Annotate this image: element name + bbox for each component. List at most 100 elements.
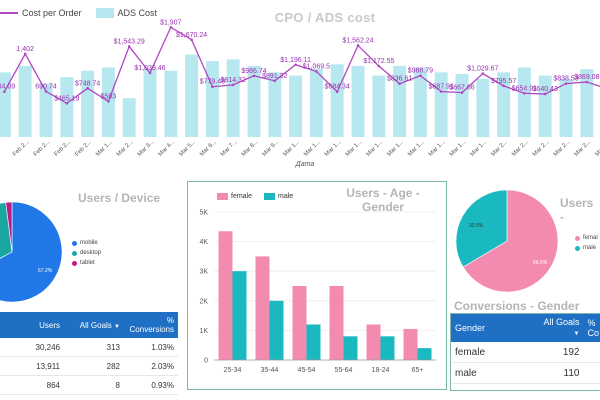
x-tick-label: 25-34 <box>224 367 242 374</box>
female-swatch <box>217 193 228 200</box>
male-dot-icon <box>575 245 580 251</box>
top-chart-title: CPO / ADS cost <box>274 10 376 25</box>
gender-cell: male <box>451 362 527 384</box>
x-tick-label: Mar 1... <box>345 139 364 158</box>
legend-mobile: mobile <box>72 238 101 248</box>
x-tick-label: Mar 1... <box>303 139 322 158</box>
table-row: 13,911 282 2.03% <box>0 356 178 376</box>
ads-cost-bar <box>226 59 240 137</box>
cpo-data-label: 690.74 <box>35 83 57 90</box>
conversions-header[interactable]: % Co <box>587 318 600 338</box>
goals-cell: 110 <box>526 362 584 384</box>
x-tick-label: Mar 1... <box>449 139 468 158</box>
female-dot-icon <box>575 235 580 241</box>
cpo-data-label: $1,196.11 <box>280 57 311 64</box>
legend-desktop: desktop <box>72 248 101 258</box>
x-tick-label: Mar 3... <box>137 139 156 158</box>
ads-cost-bar <box>247 65 261 137</box>
cpo-point <box>502 84 505 88</box>
ads-cost-bar <box>309 69 323 137</box>
goals-header[interactable]: All Goals ▼ <box>79 320 120 330</box>
cpo-data-label: $748.74 <box>75 80 100 87</box>
cpo-data-label: 684.09 <box>0 84 15 91</box>
x-tick-label: Mar 4... <box>158 139 177 158</box>
gender-pie-legend: femal male <box>575 233 598 253</box>
x-tick-label: 35-44 <box>261 367 279 374</box>
users-cell: 30,246 <box>0 338 64 357</box>
tablet-dot-icon <box>72 260 77 266</box>
male-bar <box>343 336 358 360</box>
cpo-point <box>377 64 381 68</box>
female-legend-label: female <box>231 193 253 200</box>
cpo-data-label: $687.91 <box>429 84 454 91</box>
device-pie-label: 67.2% <box>38 268 53 274</box>
conv-cell: 0.93% <box>124 375 178 395</box>
ads-cost-bar <box>143 69 157 137</box>
ads-legend-label: ADS Cost <box>117 8 158 18</box>
x-tick-label: Mar 2... <box>594 139 600 158</box>
users-header[interactable]: Users <box>39 320 60 330</box>
male-bar <box>380 336 395 360</box>
gender-header[interactable]: Gender <box>455 323 486 333</box>
cpo-data-label: $503 <box>101 93 117 100</box>
gender-cell: female <box>451 342 527 363</box>
legend-tablet: tablet <box>72 258 101 268</box>
cpo-point <box>231 83 235 87</box>
top-chart-legend: Cost per Order ADS Cost <box>0 6 157 20</box>
gender-table-card: Gender All Goals ▼ % Co female 192 male 1… <box>450 313 600 391</box>
cpo-legend-swatch <box>0 12 18 14</box>
female-pie-label: 66.5% <box>533 260 548 266</box>
y-tick-label: 2K <box>199 298 208 305</box>
users-cell: 864 <box>0 375 64 395</box>
cpo-point <box>294 63 297 67</box>
cpo-point <box>356 44 360 47</box>
mobile-dot-icon <box>72 240 77 246</box>
y-tick-label: 4K <box>199 239 208 246</box>
x-tick-label: Mar 2... <box>574 139 593 158</box>
ads-cost-bar <box>122 98 136 137</box>
cpo-point <box>86 87 89 90</box>
ads-cost-bar <box>455 73 469 137</box>
x-tick-label: Mar 5... <box>178 139 197 158</box>
male-bar <box>269 300 284 360</box>
x-tick-label: Feb 2... <box>74 139 93 158</box>
cpo-point <box>398 82 401 86</box>
ads-cost-bar <box>517 67 531 137</box>
x-tick-label: 55-64 <box>335 367 353 374</box>
cpo-point <box>523 91 526 95</box>
users-cell: 13,911 <box>0 356 64 376</box>
x-tick-label: Feb 2... <box>33 139 52 158</box>
cpo-data-label: $814.32 <box>221 77 246 84</box>
x-tick-label: Mar 2... <box>511 139 530 158</box>
table-row: male 110 <box>451 362 600 384</box>
goals-header[interactable]: All Goals ▼ <box>543 317 580 337</box>
gender-section-title: Users - <box>560 196 594 224</box>
ads-cost-bar <box>351 65 365 137</box>
cpo-point <box>543 92 547 96</box>
conv-cell: 2.03% <box>124 356 178 376</box>
ads-cost-bar <box>39 83 53 137</box>
device-pie-legend: mobile desktop tablet <box>72 238 101 268</box>
cpo-data-label: $1,029.67 <box>467 66 498 73</box>
conversions-gender-title: Conversions - Gender <box>454 299 580 313</box>
ads-cost-bar <box>289 75 303 137</box>
conversions-header[interactable]: % Conversions <box>129 316 174 334</box>
ads-cost-bar <box>580 69 594 137</box>
cpo-point <box>460 91 464 94</box>
female-bar <box>403 328 418 360</box>
goals-cell: 8 <box>64 375 124 395</box>
sort-down-icon: ▼ <box>573 331 580 337</box>
x-tick-label: Mar 1... <box>324 139 343 158</box>
table-row: female 192 <box>451 342 600 363</box>
cpo-point <box>190 38 193 42</box>
x-tick-label: 18-24 <box>372 367 390 374</box>
cpo-data-label: $891.32 <box>262 73 287 80</box>
cpo-point <box>419 74 422 77</box>
cpo-data-label: $1,039.46 <box>134 65 165 72</box>
cpo-point <box>564 82 568 85</box>
x-axis-title: Дата <box>295 161 315 168</box>
cpo-data-label: $988.79 <box>408 68 433 75</box>
device-section-title: Users / Device <box>78 191 161 205</box>
x-tick-label: Mar 8... <box>241 139 260 158</box>
x-tick-label: Mar 1... <box>366 139 385 158</box>
